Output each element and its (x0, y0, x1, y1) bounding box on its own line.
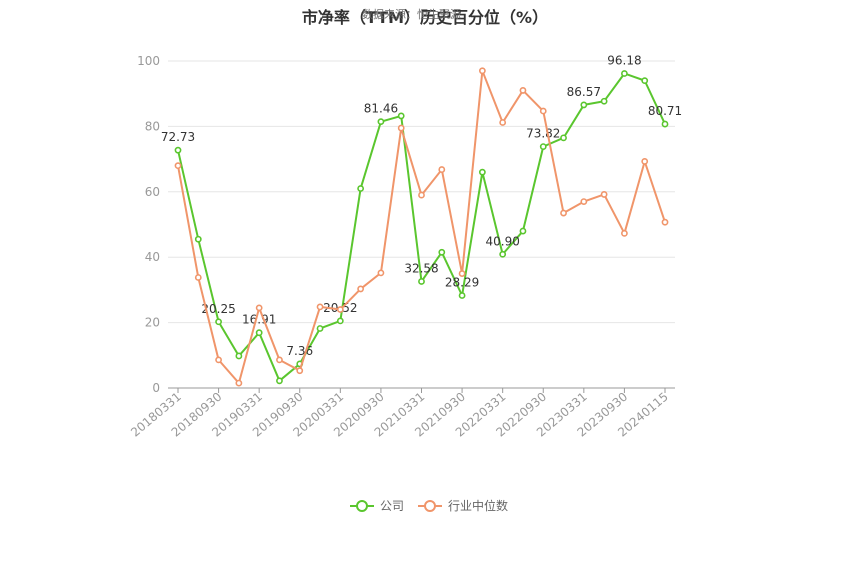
data-point (397, 124, 405, 132)
data-point (458, 292, 466, 299)
data-point (478, 67, 486, 75)
data-label: 32.58 (404, 261, 438, 275)
data-point (418, 191, 425, 199)
data-label: 16.91 (242, 313, 276, 327)
data-point (600, 191, 608, 198)
data-point (560, 134, 567, 142)
data-point (235, 352, 243, 360)
data-point (357, 185, 365, 192)
data-point (621, 70, 628, 77)
data-point (458, 270, 466, 277)
y-tick-label: 100 (137, 54, 160, 68)
data-point (661, 218, 669, 226)
data-label: 7.36 (286, 344, 313, 358)
legend-marker-company (356, 500, 368, 512)
data-label: 80.71 (648, 104, 682, 118)
data-point (397, 112, 405, 120)
y-tick-label: 20 (145, 316, 160, 330)
data-point (519, 227, 527, 235)
data-point (316, 303, 324, 311)
data-point (438, 248, 446, 256)
legend-label-company: 公司 (380, 499, 404, 513)
data-point (336, 306, 344, 313)
chart-title: 市净率（TTM）历史百分位（%） (301, 8, 549, 27)
data-label: 81.46 (364, 102, 398, 116)
data-point (357, 285, 365, 293)
data-point (255, 304, 263, 312)
data-point (539, 107, 547, 115)
data-point (174, 162, 182, 170)
data-point (215, 318, 222, 326)
data-point (661, 120, 669, 128)
y-tick-label: 80 (145, 119, 160, 133)
data-point (580, 101, 588, 109)
series-line-industry-median (177, 69, 666, 385)
data-point (600, 97, 608, 105)
data-point (580, 198, 588, 206)
legend-label-industry: 行业中位数 (448, 498, 508, 513)
y-tick-label: 0 (152, 381, 160, 395)
data-point (194, 274, 202, 281)
data-point (276, 356, 283, 364)
data-point (296, 367, 304, 375)
data-point (519, 87, 527, 94)
data-label: 72.73 (161, 130, 195, 144)
data-point (235, 379, 243, 387)
data-point (478, 168, 486, 176)
data-point (215, 356, 222, 364)
data-label: 28.29 (445, 275, 479, 289)
data-label: 73.82 (526, 127, 560, 141)
data-label: 86.57 (567, 85, 601, 99)
data-label: 40.90 (485, 234, 519, 248)
data-point (336, 317, 344, 325)
data-point (641, 77, 649, 85)
data-point (377, 269, 385, 277)
data-point (174, 146, 182, 154)
legend-marker-industry (424, 500, 436, 512)
watermark: 数据来源：恒生聚源 (362, 8, 461, 21)
data-point (539, 143, 547, 151)
y-tick-label: 60 (145, 185, 160, 199)
data-point (621, 229, 628, 237)
data-point (438, 166, 446, 173)
data-point (377, 118, 385, 126)
data-point (255, 329, 263, 337)
data-label: 96.18 (607, 53, 641, 67)
data-point (641, 157, 649, 165)
data-point (560, 209, 567, 217)
data-point (194, 235, 202, 243)
data-label: 20.25 (201, 302, 235, 316)
data-point (499, 119, 507, 126)
data-point (276, 377, 283, 385)
data-point (418, 278, 425, 285)
data-point (499, 250, 507, 258)
data-point (316, 325, 324, 332)
y-tick-label: 40 (145, 250, 160, 264)
